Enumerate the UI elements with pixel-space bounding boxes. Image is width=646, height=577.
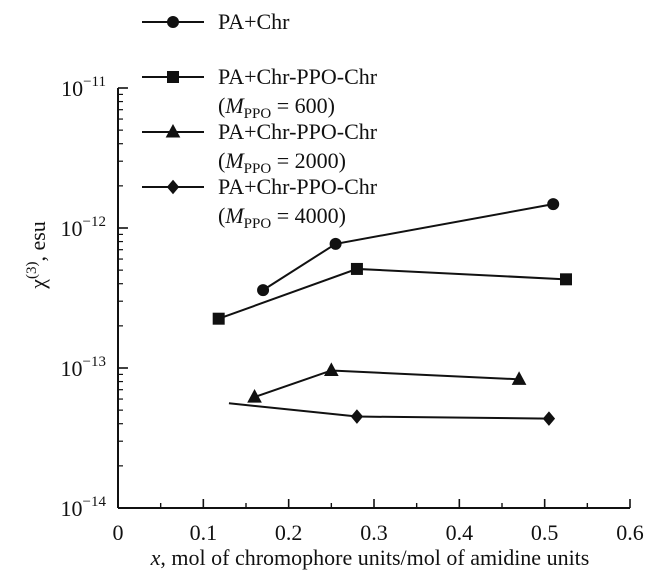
legend-label: PA+Chr-PPO-Chr	[218, 64, 378, 89]
x-axis-label: x, mol of chromophore units/mol of amidi…	[150, 545, 590, 570]
legend-entry-3: PA+Chr-PPO-Chr (MPPO = 2000)	[142, 119, 378, 177]
data-point-diamond	[350, 409, 364, 424]
y-axis-label: χ(3), esu	[24, 221, 50, 290]
data-point-square	[560, 273, 572, 286]
legend-label: PA+Chr-PPO-Chr	[218, 119, 378, 144]
legend-label: PA+Chr	[218, 9, 290, 34]
y-label-chi: χ	[25, 279, 50, 290]
data-point-triangle	[247, 389, 262, 403]
y-tick-label: 10−12	[61, 214, 106, 241]
series-group	[212, 198, 572, 426]
data-point-circle	[547, 198, 560, 211]
series-line	[254, 369, 520, 399]
x-tick-label: 0.5	[531, 520, 559, 545]
axes	[117, 88, 630, 509]
y-tick-label: 10−11	[61, 74, 106, 101]
data-point-square	[212, 312, 225, 325]
data-point-diamond	[542, 411, 556, 426]
x-tick-label: 0.2	[275, 520, 303, 545]
x-axis-ticks: 0 0.1 0.2 0.3 0.4 0.5 0.6	[113, 499, 644, 545]
data-point-triangle	[323, 362, 339, 376]
y-tick-label: 10−13	[61, 354, 106, 381]
x-tick-label: 0.1	[190, 520, 218, 545]
y-label-sup: (3)	[24, 262, 40, 280]
x-tick-label: 0.6	[616, 520, 644, 545]
legend-marker-diamond	[166, 179, 180, 195]
x-tick-label: 0.3	[360, 520, 388, 545]
series-3	[247, 362, 527, 403]
legend-marker-square	[167, 71, 179, 83]
series-4	[228, 402, 556, 426]
x-tick-label: 0.4	[446, 520, 474, 545]
y-axis-ticks: 10−14 10−13 10−12 10−11	[61, 74, 128, 521]
x-tick-label: 0	[113, 520, 124, 545]
legend-marker-circle	[167, 16, 179, 28]
legend-label-mppo: (MPPO = 2000)	[218, 148, 346, 177]
legend-label-mppo: (MPPO = 4000)	[218, 203, 346, 232]
series-line	[228, 402, 549, 420]
legend-label: PA+Chr-PPO-Chr	[218, 174, 378, 199]
series-1	[257, 198, 560, 297]
data-point-circle	[329, 237, 342, 250]
legend-label-mppo: (MPPO = 600)	[218, 93, 335, 122]
data-point-square	[350, 262, 363, 275]
data-point-circle	[257, 284, 270, 297]
data-point-triangle	[511, 371, 527, 385]
legend-entry-1: PA+Chr	[142, 9, 290, 34]
y-label-rest: , esu	[25, 221, 50, 261]
legend-marker-triangle	[165, 123, 181, 138]
legend-entry-4: PA+Chr-PPO-Chr (MPPO = 4000)	[142, 174, 378, 232]
y-tick-label: 10−14	[61, 494, 107, 521]
series-2	[212, 262, 572, 325]
series-line	[218, 267, 567, 320]
legend-entry-2: PA+Chr-PPO-Chr (MPPO = 600)	[142, 64, 378, 122]
